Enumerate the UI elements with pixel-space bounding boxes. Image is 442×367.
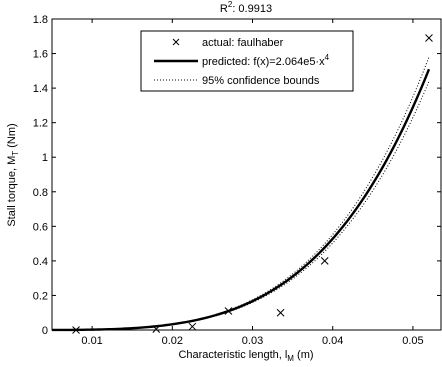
legend-x-marker-b bbox=[172, 38, 180, 46]
data-point bbox=[152, 325, 161, 333]
y-tick-label: 1 bbox=[42, 152, 48, 164]
data-point-stroke bbox=[72, 326, 80, 334]
legend-label-actual: actual: faulhaber bbox=[202, 37, 284, 49]
legend-predicted-sup: 4 bbox=[325, 53, 330, 62]
data-point bbox=[276, 308, 285, 317]
y-tick-label: 1.6 bbox=[33, 49, 48, 61]
data-point bbox=[425, 34, 433, 42]
y-tick-label: 1.8 bbox=[33, 14, 48, 26]
data-point bbox=[320, 257, 329, 265]
x-label-rest: (m) bbox=[294, 349, 314, 361]
y-axis: 0 0.2 0.4 0.6 0.8 1 1.2 1.4 1.6 1.8 bbox=[33, 14, 441, 337]
y-tick-label: 0.6 bbox=[33, 221, 48, 233]
title-superscript: 2 bbox=[228, 0, 233, 9]
x-tick-label: 0.05 bbox=[402, 335, 423, 347]
x-tick-label: 0.03 bbox=[242, 335, 263, 347]
x-axis: 0.01 0.02 0.03 0.04 0.05 bbox=[81, 19, 424, 347]
y-label-main: Stall torque, M bbox=[6, 156, 18, 227]
y-tick-label: 1.4 bbox=[33, 83, 48, 95]
data-point bbox=[72, 326, 80, 334]
legend-predicted-main: predicted: f(x)=2.064e5·x bbox=[202, 56, 325, 68]
legend-entry-actual: actual: faulhaber bbox=[172, 37, 284, 49]
legend-label-bounds: 95% confidence bounds bbox=[202, 75, 320, 87]
data-point-stroke bbox=[276, 308, 285, 317]
data-point-stroke bbox=[152, 325, 161, 333]
x-axis-label: Characteristic length, lM (m) bbox=[178, 349, 313, 363]
chart-title: R2: 0.9913 bbox=[220, 0, 272, 15]
y-tick-label: 0.4 bbox=[33, 256, 48, 268]
x-tick-label: 0.01 bbox=[81, 335, 102, 347]
y-tick-label: 0.2 bbox=[33, 290, 48, 302]
legend-entry-bounds: 95% confidence bounds bbox=[154, 75, 320, 87]
upper-confidence-bound bbox=[51, 56, 430, 331]
y-tick-label: 1.2 bbox=[33, 118, 48, 130]
legend-label-predicted: predicted: f(x)=2.064e5·x4 bbox=[202, 53, 330, 68]
legend: actual: faulhaber predicted: f(x)=2.064e… bbox=[140, 30, 354, 92]
x-tick-label: 0.04 bbox=[322, 335, 343, 347]
y-tick-label: 0.8 bbox=[33, 187, 48, 199]
y-tick-label: 0 bbox=[42, 325, 48, 337]
legend-entry-predicted: predicted: f(x)=2.064e5·x4 bbox=[154, 53, 330, 68]
x-label-main: Characteristic length, l bbox=[178, 349, 287, 361]
x-label-sub: M bbox=[287, 354, 294, 363]
data-point bbox=[224, 307, 233, 315]
data-point-stroke bbox=[224, 307, 233, 315]
data-point bbox=[188, 322, 197, 331]
y-label-sub: T bbox=[11, 151, 20, 156]
title-prefix: R bbox=[220, 3, 228, 15]
title-rest: : 0.9913 bbox=[232, 3, 272, 15]
y-label-rest: (Nm) bbox=[6, 123, 18, 151]
curves bbox=[51, 56, 431, 332]
data-point-stroke bbox=[425, 34, 433, 42]
x-tick-label: 0.02 bbox=[162, 335, 183, 347]
y-axis-label: Stall torque, MT (Nm) bbox=[6, 123, 20, 226]
data-point-stroke bbox=[320, 257, 329, 265]
predicted-curve bbox=[51, 68, 431, 332]
data-markers bbox=[72, 34, 433, 334]
data-point-stroke bbox=[188, 322, 197, 331]
